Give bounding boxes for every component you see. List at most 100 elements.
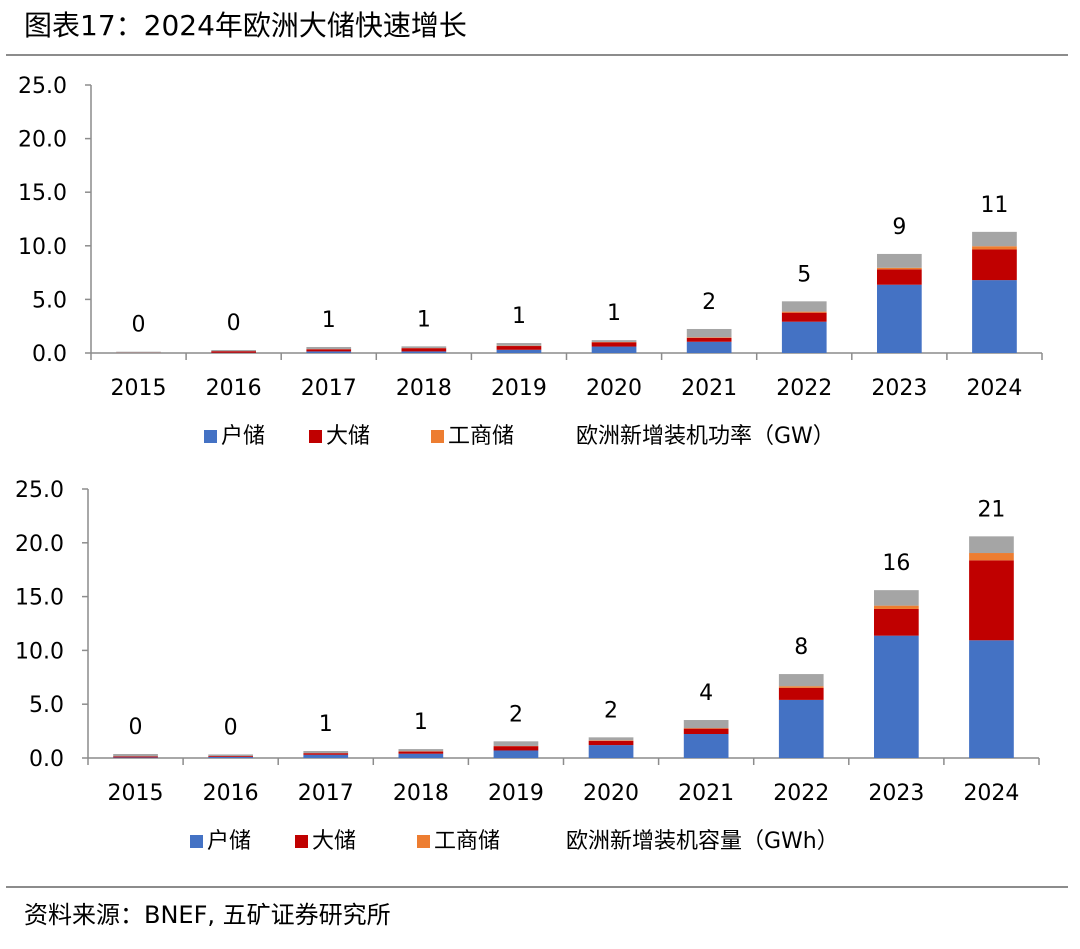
y-tick-label: 20.0 [15, 532, 64, 557]
bar-segment-other [874, 590, 919, 606]
bar-segment-household [781, 321, 827, 353]
bar-segment-ci [778, 686, 824, 688]
bar-segment-household [686, 341, 732, 353]
bar-segment-ci [686, 337, 732, 338]
bar-segment-ci [588, 740, 634, 741]
x-tick-label: 2022 [773, 781, 829, 806]
bar-segment-other [686, 328, 732, 338]
bar-segment-household [969, 640, 1014, 758]
bar-total-label: 1 [512, 304, 526, 329]
bar-segment-utility [778, 687, 824, 700]
y-tick-label: 25.0 [15, 478, 64, 503]
figure-title: 图表17：2024年欧洲大储快速增长 [24, 9, 467, 42]
bar-segment-other [113, 754, 158, 757]
bar-segment-other [969, 536, 1014, 554]
bar-segment-other [401, 346, 447, 349]
bar-segment-household [972, 280, 1017, 353]
bar-segment-ci [972, 246, 1017, 250]
x-tick-label: 2019 [488, 781, 544, 806]
x-tick-label: 2022 [776, 376, 832, 401]
bar-segment-ci [877, 267, 922, 270]
bar-total-label: 5 [797, 262, 811, 287]
bar-segment-utility [874, 608, 919, 636]
legend-swatch-utility [295, 835, 308, 848]
bar-segment-utility [972, 249, 1017, 281]
bar-total-label: 2 [604, 698, 618, 723]
bar-segment-other [972, 231, 1017, 247]
bar-segment-utility [496, 346, 542, 350]
y-tick-label: 25.0 [18, 74, 67, 99]
bar-total-label: 2 [509, 702, 523, 727]
bar-segment-household [874, 635, 919, 758]
x-tick-label: 2018 [393, 781, 449, 806]
legend-label: 大储 [312, 829, 356, 854]
bar-segment-utility [306, 349, 352, 352]
bar-segment-other [303, 751, 349, 754]
bar-segment-utility [113, 756, 158, 758]
bar-segment-household [493, 750, 539, 758]
x-tick-label: 2021 [681, 376, 737, 401]
bar-segment-utility [211, 351, 256, 353]
y-tick-label: 5.0 [29, 693, 64, 718]
bar-segment-household [398, 753, 444, 758]
bar-segment-utility [969, 560, 1014, 641]
bar-segment-other [306, 346, 352, 350]
bar-segment-ci [969, 553, 1014, 561]
title-divider [6, 54, 1068, 56]
bar-segment-other [591, 340, 637, 342]
legend-label: 工商储 [448, 424, 514, 449]
bar-segment-utility [781, 312, 827, 322]
bar-segment-household [877, 284, 922, 353]
bar-segment-household [208, 756, 253, 758]
bar-segment-utility [686, 337, 732, 342]
bar-segment-utility [588, 740, 634, 746]
bar-segment-household [683, 734, 729, 758]
power-chart: 0.0 5.0 10.0 15.0 20.0 25.0 0 2015 0 2016 1 2017 1 20… [18, 74, 1043, 449]
bar-total-label: 1 [322, 308, 336, 333]
bar-total-label: 9 [892, 215, 906, 240]
y-tick-label: 15.0 [15, 586, 64, 611]
bar-segment-utility [303, 753, 349, 755]
bar-total-label: 4 [699, 681, 713, 706]
legend-swatch-utility [309, 430, 322, 443]
y-tick-label: 5.0 [32, 288, 67, 313]
legend-label: 大储 [326, 424, 370, 449]
bar-segment-other [683, 720, 729, 729]
bar-segment-household [303, 754, 349, 758]
bar-total-label: 21 [977, 497, 1005, 522]
legend-swatch-household [190, 835, 203, 848]
bar-segment-other [877, 253, 922, 268]
bar-segment-utility [877, 269, 922, 285]
bar-total-label: 0 [129, 715, 143, 740]
bar-segment-other [781, 301, 827, 312]
x-tick-label: 2016 [206, 376, 262, 401]
chart-title: 欧洲新增装机功率（GW） [576, 424, 835, 449]
bar-total-label: 1 [319, 712, 333, 737]
bar-segment-household [496, 349, 542, 353]
bar-total-label: 11 [980, 193, 1008, 218]
bar-segment-utility [683, 728, 729, 735]
x-tick-label: 2016 [203, 781, 259, 806]
bar-total-label: 0 [227, 311, 241, 336]
x-tick-label: 2023 [868, 781, 924, 806]
bar-total-label: 1 [607, 301, 621, 326]
bar-total-label: 0 [132, 313, 146, 338]
y-tick-label: 0.0 [32, 342, 67, 367]
x-tick-label: 2018 [396, 376, 452, 401]
x-tick-label: 2023 [871, 376, 927, 401]
bar-total-label: 0 [224, 715, 238, 740]
x-tick-label: 2021 [678, 781, 734, 806]
bar-total-label: 8 [794, 635, 808, 660]
bar-segment-household [306, 351, 352, 353]
bar-segment-ci [874, 605, 919, 609]
x-tick-label: 2019 [491, 376, 547, 401]
legend-label: 户储 [207, 829, 251, 854]
bar-segment-household [401, 351, 447, 353]
legend-label: 户储 [221, 424, 265, 449]
bar-segment-household [591, 346, 637, 353]
bar-segment-utility [208, 756, 253, 757]
x-tick-label: 2015 [111, 376, 167, 401]
bar-total-label: 1 [414, 710, 428, 735]
bar-segment-utility [398, 751, 444, 754]
y-tick-label: 15.0 [18, 181, 67, 206]
